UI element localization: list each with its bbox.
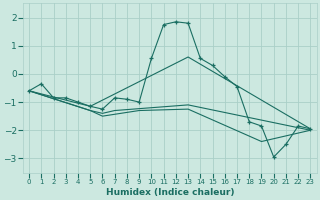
X-axis label: Humidex (Indice chaleur): Humidex (Indice chaleur) <box>106 188 234 197</box>
